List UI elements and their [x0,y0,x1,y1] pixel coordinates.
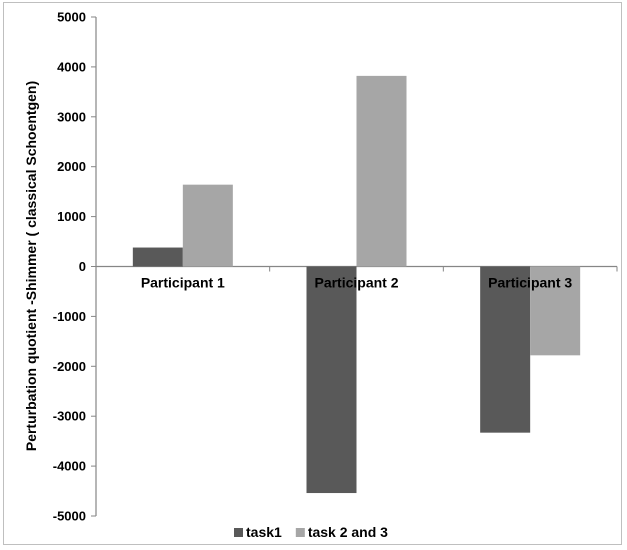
bar-task1-1 [132,247,183,267]
y-tick-labels: 5000 4000 3000 2000 1000 0 -1000 -2000 -3000 -400… [53,10,86,524]
bar-task-2-and-3-1 [182,184,233,267]
legend: task1 task 2 and 3 [234,524,388,540]
y-axis-label: Perturbation quotient -Shimmer ( classic… [23,81,39,451]
category-labels: Participant 1 Participant 2 Participant 3 [141,275,573,291]
y-tick-label: 4000 [57,59,86,74]
y-tick-label: -4000 [53,459,86,474]
y-tick-label: 1000 [57,209,86,224]
y-tick-label: -5000 [53,509,86,524]
y-tick-label: -1000 [53,309,86,324]
y-tick-label: 0 [79,259,86,274]
category-label: Participant 2 [314,275,398,291]
y-tick-label: 3000 [57,109,86,124]
category-label: Participant 1 [141,275,225,291]
bar-task-2-and-3-3 [530,266,581,356]
y-tick-label: -2000 [53,359,86,374]
legend-label: task 2 and 3 [308,524,388,540]
legend-label: task1 [246,524,282,540]
legend-swatch [234,528,243,537]
category-label: Participant 3 [488,275,572,291]
y-tick-label: 2000 [57,159,86,174]
bars [132,75,581,494]
bar-task1-3 [480,266,531,433]
y-tick-label: -3000 [53,409,86,424]
bar-task1-2 [306,266,357,494]
bar-task-2-and-3-2 [356,75,407,267]
y-tick-label: 5000 [57,10,86,25]
legend-swatch [295,528,305,537]
